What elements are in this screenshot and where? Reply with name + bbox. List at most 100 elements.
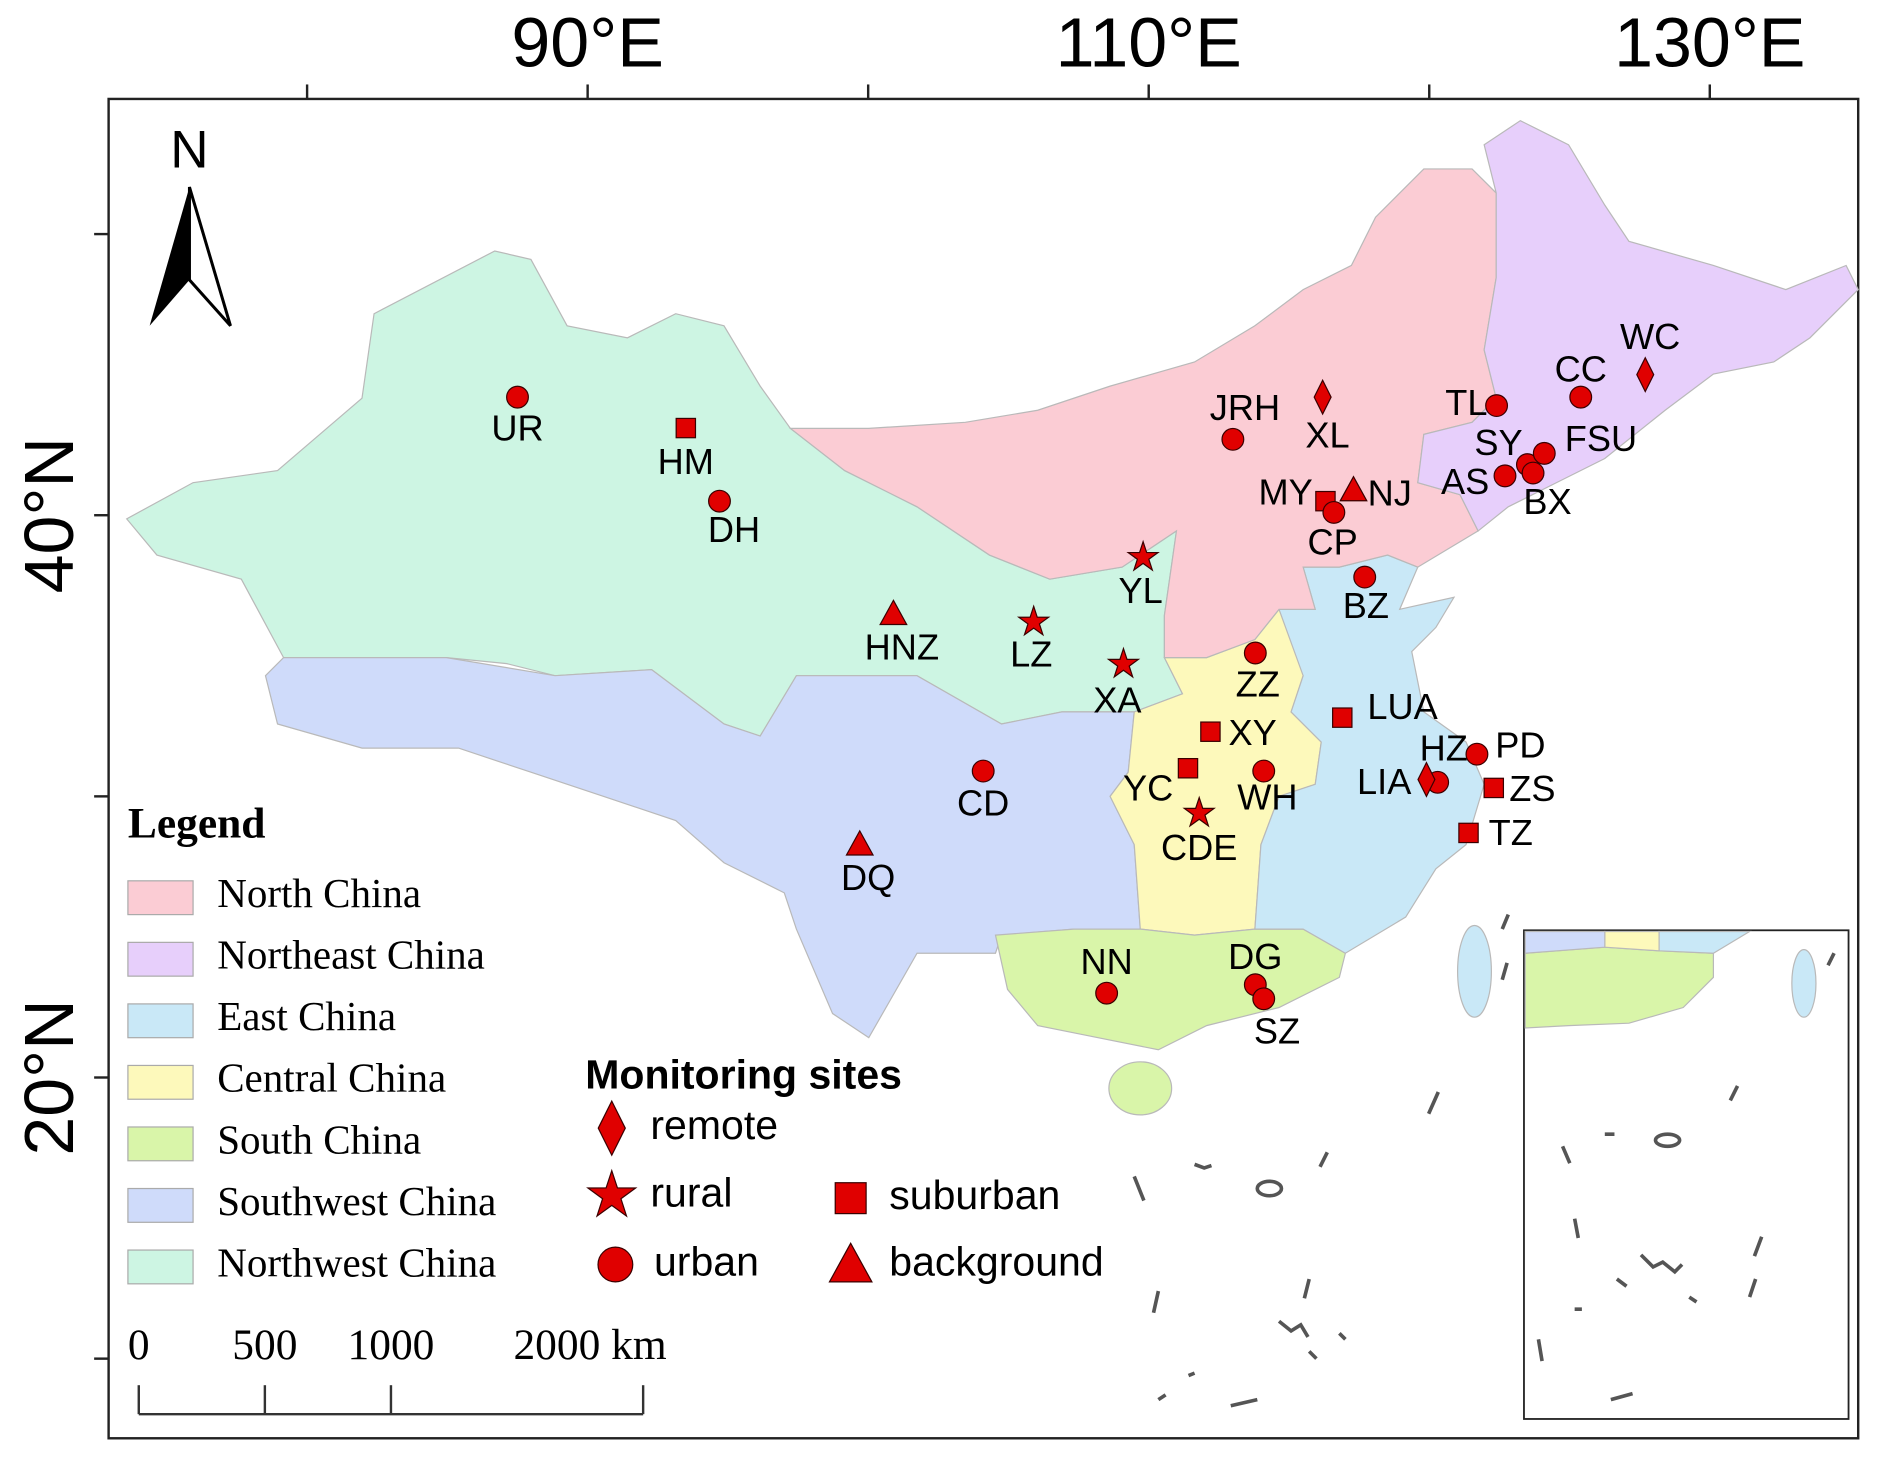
site-label: ZS (1509, 768, 1555, 809)
region-northeast (1417, 119, 1859, 532)
site-marker (1465, 742, 1489, 766)
legend-label: East China (217, 993, 396, 1039)
site-label: TL (1445, 382, 1487, 423)
site-label: NN (1080, 941, 1132, 982)
regions (125, 119, 1859, 1116)
legend-swatch (127, 1064, 194, 1100)
site-marker (1332, 707, 1353, 728)
sites-legend-label: background (889, 1238, 1103, 1284)
site-label: WC (1620, 316, 1680, 357)
site-marker (1322, 500, 1346, 524)
legend-swatch (127, 1187, 194, 1223)
site-marker (1252, 987, 1276, 1011)
site-marker (1177, 757, 1199, 779)
site-marker (1339, 475, 1368, 502)
site-label: LIA (1357, 761, 1412, 802)
legend-label: Northwest China (217, 1239, 496, 1285)
scale-bar-label: 0 (128, 1321, 150, 1369)
site-label: MY (1258, 472, 1312, 513)
site-label: DQ (841, 857, 895, 898)
site-marker (845, 829, 875, 856)
legend-swatch (127, 1126, 194, 1162)
site-label: HNZ (865, 626, 939, 667)
site-label: SZ (1254, 1010, 1300, 1051)
site-label: DH (708, 509, 760, 550)
site-marker (1252, 759, 1276, 783)
scale-bar-label: 500 (232, 1321, 297, 1369)
north-arrow: N (149, 120, 232, 327)
site-label: LUA (1367, 686, 1438, 727)
site-marker (1126, 539, 1160, 572)
legend-swatch (127, 880, 194, 916)
site-marker (879, 599, 908, 626)
region-south (994, 928, 1347, 1051)
site-label: XL (1305, 415, 1349, 456)
site-label: CD (957, 783, 1009, 824)
site-marker (1569, 385, 1593, 409)
site-marker (1532, 441, 1556, 465)
site-label: AS (1441, 461, 1489, 502)
site-label: TZ (1489, 812, 1533, 853)
region-south-hainan (1108, 1061, 1173, 1116)
site-label: NJ (1368, 473, 1412, 514)
site-label: CDE (1161, 827, 1237, 868)
legend-label: North China (217, 870, 421, 916)
lon-tick-label: 90°E (511, 4, 663, 82)
sites-legend-label: urban (654, 1238, 759, 1284)
site-label: YC (1123, 768, 1173, 809)
sites-legend-title: Monitoring sites (585, 1051, 902, 1097)
lat-tick-label: 20°N (10, 999, 88, 1155)
lon-tick-label: 130°E (1614, 4, 1805, 82)
site-marker (1106, 646, 1141, 679)
legend-label: Central China (217, 1055, 446, 1101)
site-label: HZ (1420, 727, 1468, 768)
scale-bar-label: 2000 km (513, 1321, 666, 1369)
site-marker (1243, 641, 1267, 665)
sites-legend-symbol (597, 1246, 634, 1283)
legend-title: Legend (128, 800, 266, 848)
sites-legend-label: suburban (889, 1172, 1060, 1218)
sites-legend-label: remote (650, 1102, 778, 1148)
site-label: YL (1119, 570, 1163, 611)
site-marker (1636, 356, 1655, 393)
site-marker (675, 417, 697, 439)
site-marker (506, 385, 529, 409)
site-label: PD (1495, 725, 1545, 766)
site-marker (1353, 565, 1377, 589)
site-label: CP (1308, 522, 1358, 563)
site-marker (1313, 378, 1332, 416)
site-label: CC (1555, 348, 1607, 389)
inset-map (1523, 929, 1850, 1420)
site-label: BX (1523, 481, 1571, 522)
south-sea-islands (1132, 913, 1510, 1408)
site-label: SY (1474, 422, 1522, 463)
sites-legend-symbol (834, 1182, 867, 1215)
site-marker (708, 489, 731, 513)
legend-label: Northeast China (217, 932, 485, 978)
site-label: LZ (1010, 634, 1052, 675)
site-label: FSU (1565, 418, 1637, 459)
scale-bar-label: 1000 (348, 1321, 435, 1369)
site-marker (1485, 394, 1509, 418)
site-label: UR (491, 407, 543, 448)
north-label: N (170, 120, 208, 179)
site-marker (971, 759, 995, 783)
legend-label: South China (217, 1116, 421, 1162)
site-marker (1458, 822, 1479, 844)
site-label: WH (1237, 777, 1297, 818)
site-label: XY (1229, 712, 1277, 753)
site-label: DG (1228, 936, 1282, 977)
site-label: BZ (1343, 585, 1389, 626)
legend-swatch (127, 941, 194, 977)
site-marker (1221, 427, 1245, 451)
legend-swatch (127, 1249, 194, 1285)
site-label: JRH (1210, 387, 1280, 428)
sites-legend-symbol (586, 1168, 638, 1218)
region-east-taiwan (1457, 924, 1492, 1018)
lat-tick-label: 40°N (10, 437, 88, 593)
legend-swatch (127, 1003, 194, 1039)
legend-label: Southwest China (217, 1178, 496, 1224)
lon-tick-label: 110°E (1056, 4, 1242, 82)
